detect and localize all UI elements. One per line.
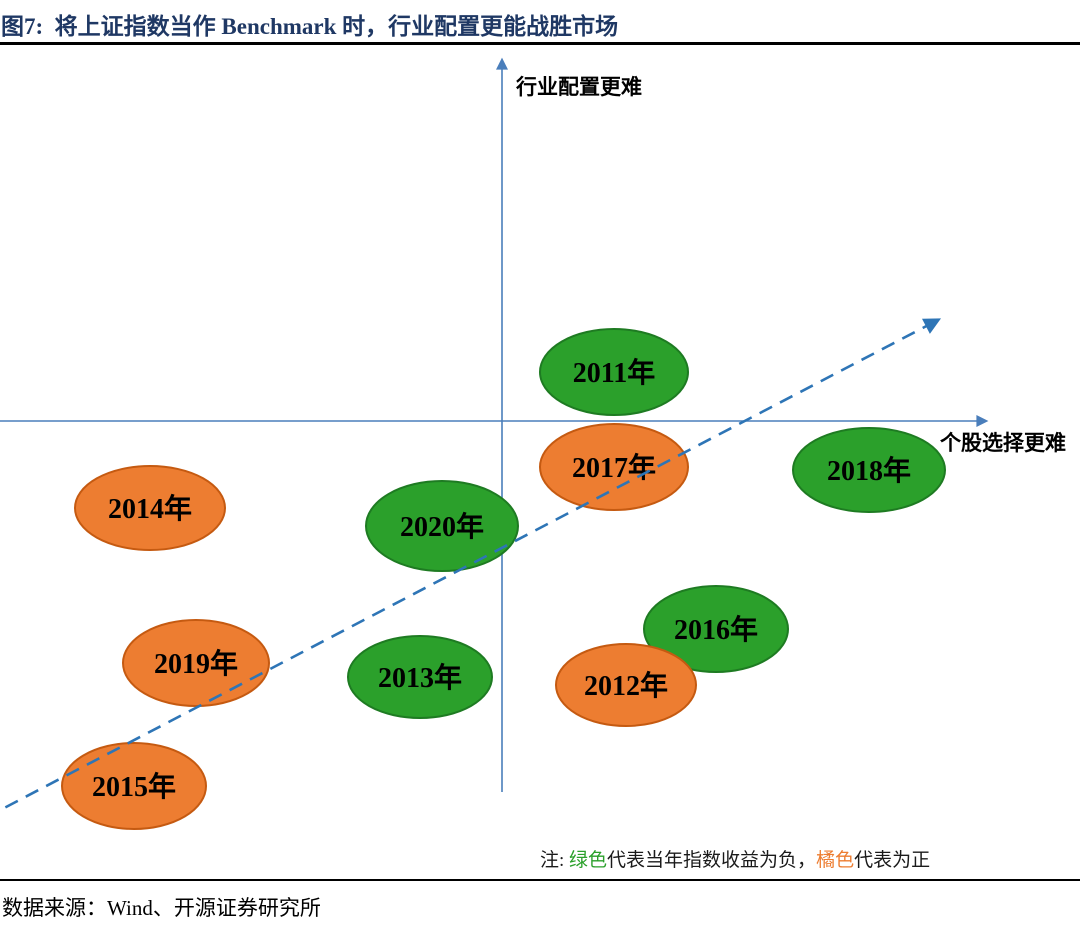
bubble-2018年 (792, 427, 946, 513)
bubble-label-2011年: 2011年 (573, 356, 655, 389)
bubble-2014年 (74, 465, 226, 551)
bubble-label-2020年: 2020年 (400, 510, 484, 543)
title-divider (0, 42, 1080, 45)
bubble-label-2018年: 2018年 (827, 454, 911, 487)
bubble-label-2014年: 2014年 (108, 492, 192, 525)
note-suffix: 代表为正 (854, 850, 931, 871)
bubble-2012年 (555, 643, 697, 727)
trend-layer (0, 318, 942, 812)
bubble-label-2012年: 2012年 (584, 669, 668, 702)
bubble-2016年 (643, 585, 789, 673)
bubble-label-2017年: 2017年 (572, 451, 656, 484)
x-axis-label: 个股选择更难 (940, 431, 1066, 455)
bubble-label-2013年: 2013年 (378, 661, 462, 694)
y-axis-label: 行业配置更难 (515, 75, 642, 99)
note-orange-word: 橘色 (816, 850, 855, 871)
data-source: 数据来源：Wind、开源证券研究所 (2, 896, 321, 920)
bubble-2015年 (61, 742, 207, 830)
bubble-label-2019年: 2019年 (154, 647, 238, 680)
bubble-2013年 (347, 635, 493, 719)
color-note: 注: 绿色代表当年指数收益为负，橘色代表为正 (540, 845, 930, 872)
bubble-2019年 (122, 619, 270, 707)
figure-title: 图7: 将上证指数当作 Benchmark 时，行业配置更能战胜市场 (1, 14, 619, 39)
bubble-2017年 (539, 423, 689, 511)
bubble-2011年 (539, 328, 689, 416)
note-middle: 代表当年指数收益为负， (607, 850, 817, 871)
bubble-2020年 (365, 480, 519, 572)
trend-dashed-line (0, 318, 942, 812)
axes-layer (0, 57, 989, 792)
bottom-divider (0, 879, 1080, 881)
note-green-word: 绿色 (569, 850, 608, 871)
bubble-label-2016年: 2016年 (674, 613, 758, 646)
bubbles-layer: 2011年 2017年 2018年 2014年 2020年 2016年 2019年 2013年… (61, 328, 946, 830)
note-prefix: 注: (540, 850, 570, 871)
bubble-label-2015年: 2015年 (92, 770, 176, 803)
